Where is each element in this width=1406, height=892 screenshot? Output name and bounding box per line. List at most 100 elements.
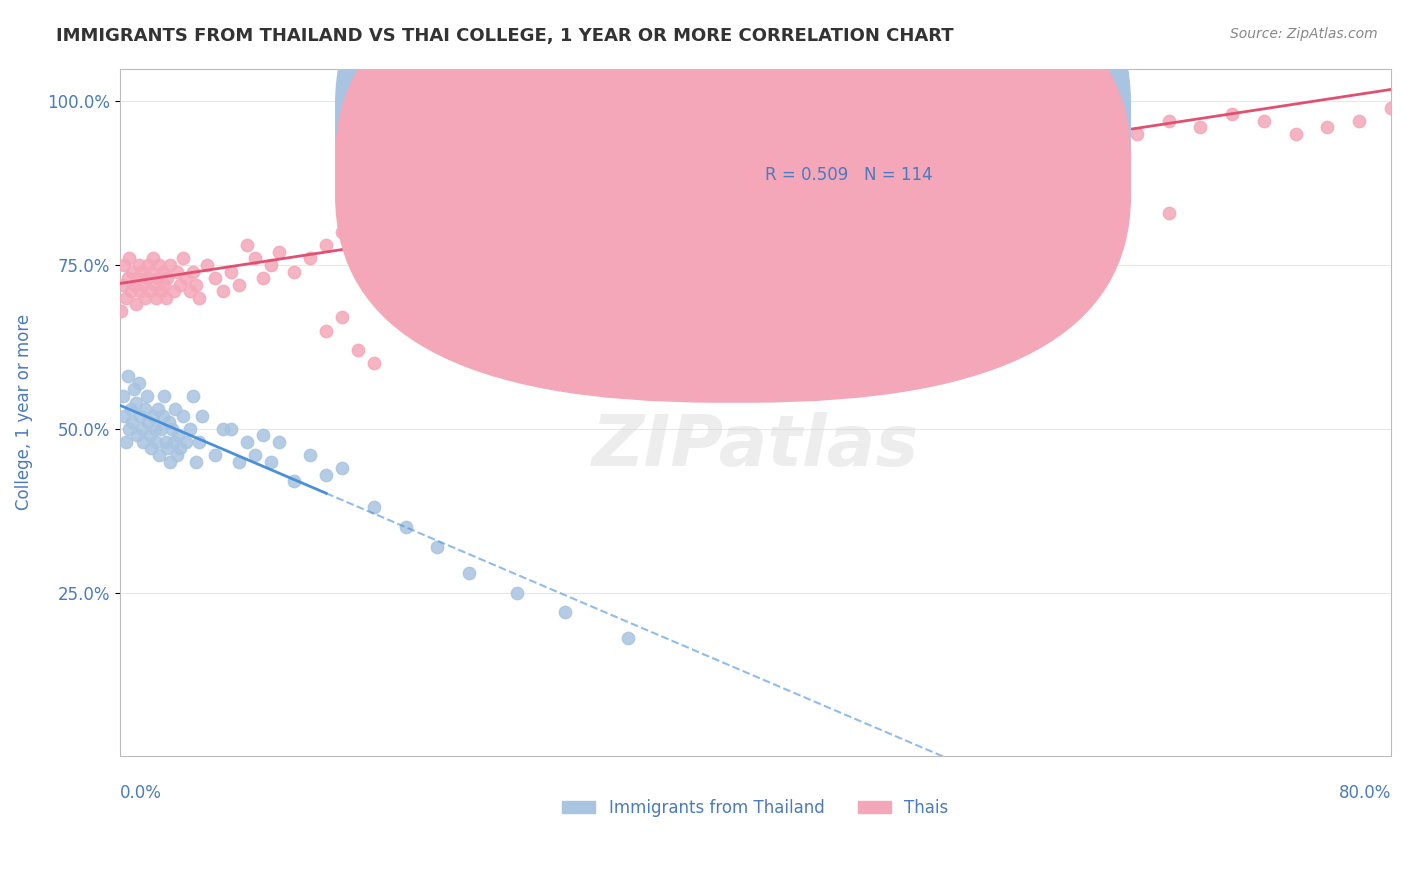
Point [744, 146, 766, 161]
Point [134, 291, 156, 305]
Point [111, 277, 134, 292]
Text: Source: ZipAtlas.com: Source: ZipAtlas.com [1230, 27, 1378, 41]
Point [1157, 205, 1180, 219]
Point [872, 134, 894, 148]
Point [1348, 114, 1371, 128]
Point [136, 415, 159, 429]
Point [155, 434, 177, 449]
Point [129, 284, 152, 298]
Point [181, 389, 204, 403]
Point [166, 448, 188, 462]
Point [807, 140, 830, 154]
Point [315, 324, 337, 338]
Point [395, 205, 418, 219]
Point [1125, 127, 1147, 141]
Point [132, 434, 155, 449]
Point [167, 428, 190, 442]
Point [506, 585, 529, 599]
Point [315, 238, 337, 252]
Point [152, 409, 174, 423]
Point [127, 271, 149, 285]
Text: 80.0%: 80.0% [1339, 784, 1391, 802]
Point [169, 442, 191, 456]
Point [191, 409, 214, 423]
Point [143, 422, 166, 436]
Point [1285, 127, 1308, 141]
Point [169, 277, 191, 292]
Y-axis label: College, 1 year or more: College, 1 year or more [15, 314, 32, 510]
Point [115, 291, 138, 305]
Point [121, 264, 143, 278]
Point [127, 428, 149, 442]
Point [188, 434, 211, 449]
Point [204, 448, 226, 462]
Point [426, 540, 449, 554]
Point [117, 271, 139, 285]
Point [235, 434, 257, 449]
Point [112, 258, 135, 272]
Point [172, 409, 194, 423]
Point [522, 179, 544, 194]
Point [267, 244, 290, 259]
Point [143, 277, 166, 292]
Point [142, 409, 165, 423]
Point [299, 252, 322, 266]
Point [665, 153, 688, 168]
FancyBboxPatch shape [336, 0, 1130, 347]
FancyBboxPatch shape [336, 0, 1130, 402]
Point [299, 448, 322, 462]
Point [713, 212, 735, 227]
Point [648, 173, 671, 187]
Point [998, 127, 1021, 141]
Point [118, 252, 141, 266]
Point [1379, 101, 1402, 115]
Point [1157, 114, 1180, 128]
Point [330, 225, 353, 239]
Point [134, 402, 156, 417]
Point [124, 297, 146, 311]
Point [489, 186, 512, 200]
Point [181, 264, 204, 278]
Point [122, 277, 145, 292]
Point [128, 376, 150, 390]
Point [665, 238, 688, 252]
Point [148, 258, 170, 272]
Point [135, 389, 157, 403]
Point [1031, 193, 1053, 207]
Point [122, 383, 145, 397]
Point [159, 454, 181, 468]
Point [228, 454, 250, 468]
Point [149, 422, 172, 436]
Point [212, 284, 235, 298]
Point [474, 212, 496, 227]
Point [142, 252, 165, 266]
Point [163, 284, 186, 298]
Point [195, 258, 218, 272]
Point [145, 291, 167, 305]
Point [111, 389, 134, 403]
Point [1316, 120, 1339, 135]
Point [411, 199, 433, 213]
Point [600, 179, 623, 194]
Point [569, 166, 592, 180]
Text: 0.0%: 0.0% [120, 784, 162, 802]
Point [935, 127, 957, 141]
Text: IMMIGRANTS FROM THAILAND VS THAI COLLEGE, 1 YEAR OR MORE CORRELATION CHART: IMMIGRANTS FROM THAILAND VS THAI COLLEGE… [56, 27, 953, 45]
Point [776, 134, 799, 148]
Point [1094, 134, 1116, 148]
Point [259, 258, 281, 272]
Point [132, 277, 155, 292]
Point [141, 442, 163, 456]
Point [228, 277, 250, 292]
Point [1189, 120, 1212, 135]
Point [157, 415, 180, 429]
Point [363, 356, 385, 370]
Point [179, 284, 201, 298]
Text: R = 0.509   N = 114: R = 0.509 N = 114 [765, 166, 934, 184]
Point [554, 186, 576, 200]
Point [458, 199, 481, 213]
Point [179, 422, 201, 436]
Point [1094, 179, 1116, 194]
Point [347, 343, 370, 358]
Point [184, 277, 207, 292]
